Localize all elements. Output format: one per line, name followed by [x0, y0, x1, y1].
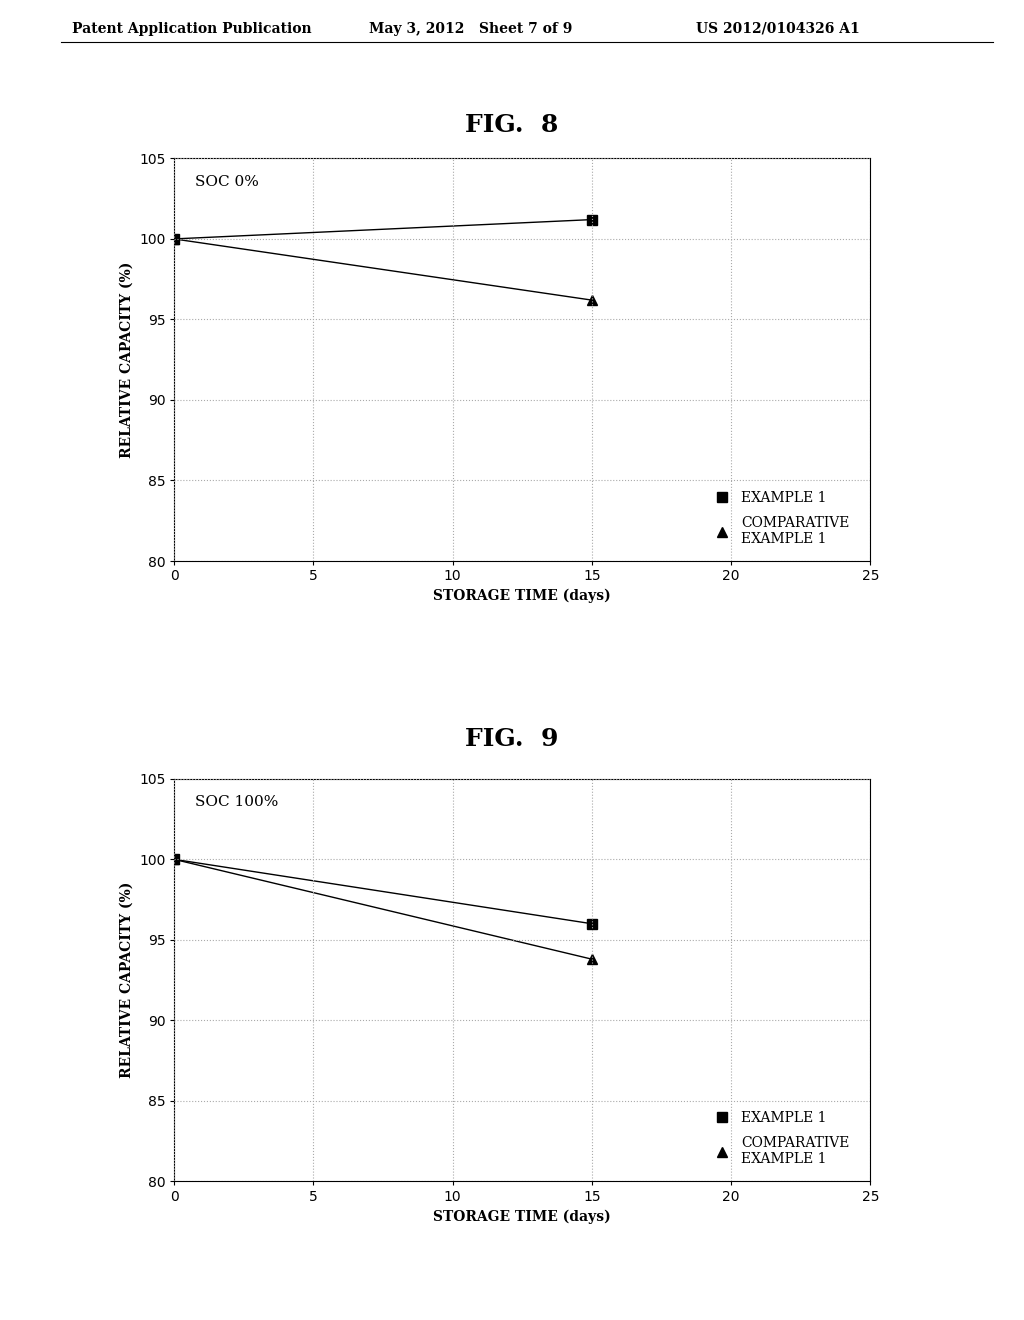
COMPARATIVE
EXAMPLE 1 — [586, 292, 598, 308]
Text: SOC 0%: SOC 0% — [195, 174, 259, 189]
Line: EXAMPLE 1: EXAMPLE 1 — [169, 215, 597, 244]
EXAMPLE 1 — [168, 231, 180, 247]
Text: May 3, 2012   Sheet 7 of 9: May 3, 2012 Sheet 7 of 9 — [369, 22, 572, 36]
Legend: EXAMPLE 1, COMPARATIVE
EXAMPLE 1: EXAMPLE 1, COMPARATIVE EXAMPLE 1 — [708, 491, 850, 546]
Text: US 2012/0104326 A1: US 2012/0104326 A1 — [696, 22, 860, 36]
Line: EXAMPLE 1: EXAMPLE 1 — [169, 854, 597, 928]
Y-axis label: RELATIVE CAPACITY (%): RELATIVE CAPACITY (%) — [120, 882, 134, 1078]
Text: FIG.  9: FIG. 9 — [465, 727, 559, 751]
EXAMPLE 1 — [586, 916, 598, 932]
COMPARATIVE
EXAMPLE 1 — [168, 851, 180, 867]
Y-axis label: RELATIVE CAPACITY (%): RELATIVE CAPACITY (%) — [120, 261, 134, 458]
Line: COMPARATIVE
EXAMPLE 1: COMPARATIVE EXAMPLE 1 — [169, 854, 597, 964]
X-axis label: STORAGE TIME (days): STORAGE TIME (days) — [433, 589, 611, 603]
Text: FIG.  8: FIG. 8 — [465, 114, 559, 137]
X-axis label: STORAGE TIME (days): STORAGE TIME (days) — [433, 1209, 611, 1224]
COMPARATIVE
EXAMPLE 1 — [586, 952, 598, 968]
Text: SOC 100%: SOC 100% — [195, 795, 279, 809]
COMPARATIVE
EXAMPLE 1 — [168, 231, 180, 247]
Text: Patent Application Publication: Patent Application Publication — [72, 22, 311, 36]
EXAMPLE 1 — [168, 851, 180, 867]
EXAMPLE 1 — [586, 211, 598, 227]
Line: COMPARATIVE
EXAMPLE 1: COMPARATIVE EXAMPLE 1 — [169, 234, 597, 305]
Legend: EXAMPLE 1, COMPARATIVE
EXAMPLE 1: EXAMPLE 1, COMPARATIVE EXAMPLE 1 — [708, 1111, 850, 1167]
